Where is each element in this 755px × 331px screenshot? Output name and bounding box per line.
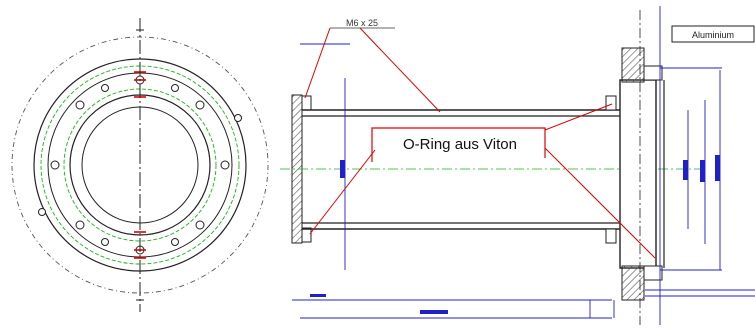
bolt-hole	[195, 220, 205, 230]
bolt-hole	[101, 84, 109, 92]
o-ring-seat-right-top	[605, 95, 617, 111]
o-ring-seat-top	[301, 95, 312, 111]
bolt-hole	[220, 160, 230, 170]
flange-plate	[619, 79, 657, 269]
bolt-hole	[38, 208, 46, 216]
leader-lines	[304, 27, 656, 259]
bolt-hole	[75, 100, 85, 110]
dimension-lines	[292, 43, 755, 319]
bolt-hole	[234, 114, 242, 122]
o-ring-seat-bottom	[301, 227, 312, 243]
o-ring-seat-right-bottom	[605, 228, 617, 244]
bolt-hole	[101, 238, 109, 246]
flange-front-view	[11, 18, 269, 312]
o-ring-label: O-Ring aus Viton	[403, 136, 517, 153]
flange-bottom-hatch	[621, 265, 645, 301]
bolt-hole	[50, 160, 60, 170]
flange-top-hatch	[621, 47, 645, 83]
dimension-marks	[310, 155, 720, 314]
material-box: Aluminium	[671, 25, 755, 43]
bolt-hole	[171, 238, 179, 246]
bolt-hole	[171, 84, 179, 92]
axis-marks	[134, 71, 146, 259]
section-view	[280, 6, 700, 325]
flange-top-lip	[643, 65, 663, 81]
top-annotation: M6 x 25	[346, 18, 378, 28]
flange-bottom-lip	[643, 265, 663, 281]
material-box-label: Aluminium	[692, 30, 734, 40]
bolt-hole	[75, 220, 85, 230]
o-ring-callout: O-Ring aus Viton	[371, 127, 546, 162]
bolt-hole	[195, 100, 205, 110]
